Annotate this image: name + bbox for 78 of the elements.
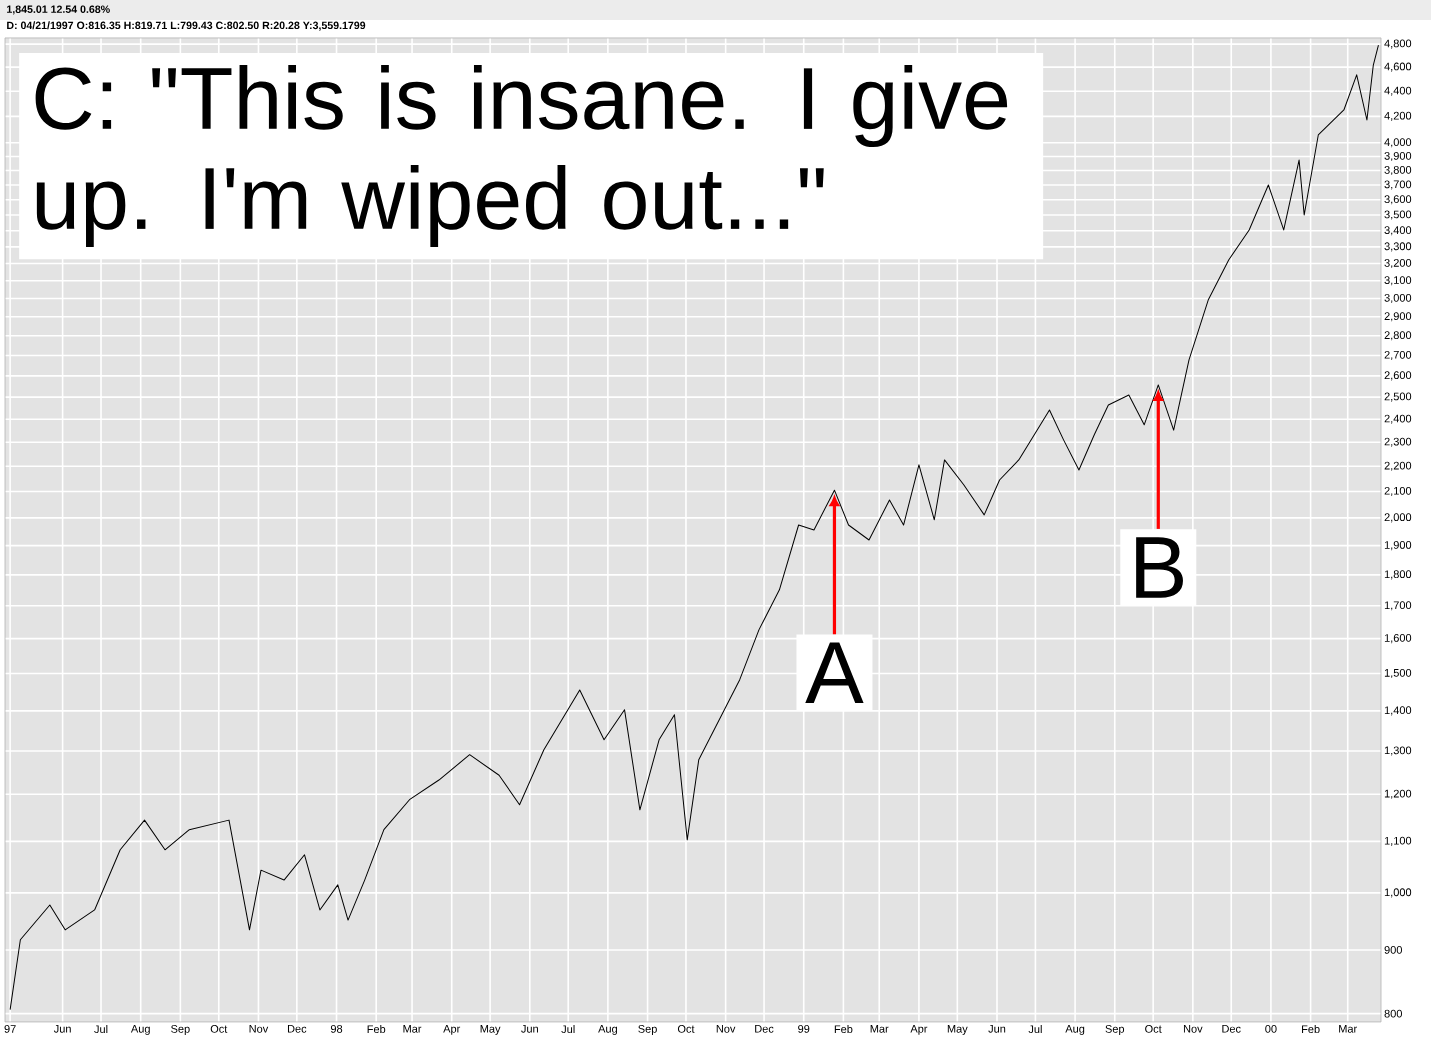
y-tick-label: 3,200 <box>1384 259 1412 269</box>
x-tick-label: 97 <box>4 1025 16 1033</box>
x-tick-label: Dec <box>1222 1025 1241 1033</box>
x-tick-label: Aug <box>130 1025 150 1035</box>
y-tick-label: 3,900 <box>1384 151 1412 162</box>
y-tick-label: 1,100 <box>1384 836 1412 846</box>
x-tick-label: Nov <box>249 1025 269 1033</box>
y-tick-label: 2,600 <box>1384 371 1412 381</box>
annotation: C: "This is insane. I give up. I'm wiped out..." <box>35 65 1008 248</box>
y-tick-label: 800 <box>1384 1009 1402 1018</box>
y-tick-label: 900 <box>1384 946 1402 954</box>
y-tick-label: 1,700 <box>1384 601 1412 611</box>
y-tick-label: 4,400 <box>1384 86 1412 96</box>
y-tick-label: 2,200 <box>1384 461 1412 471</box>
y-tick-label: 2,900 <box>1384 312 1412 322</box>
x-tick-label: Jun <box>53 1025 71 1033</box>
y-tick-label: 3,700 <box>1384 180 1412 190</box>
y-tick-label: 1,900 <box>1384 541 1412 551</box>
y-tick-label: 2,400 <box>1384 414 1412 424</box>
y-tick-label: 2,700 <box>1384 350 1412 361</box>
x-tick-label: Oct <box>1145 1025 1162 1033</box>
x-tick-label: May <box>947 1025 968 1035</box>
line-series <box>9 44 1379 1011</box>
x-tick-label: Feb <box>367 1025 386 1034</box>
y-tick-label: 4,800 <box>1384 39 1412 49</box>
x-tick-label: Jul <box>561 1025 575 1034</box>
y-tick-label: 2,100 <box>1384 486 1412 496</box>
text: 1,845.01 12.54 0.68% <box>7 5 110 15</box>
y-tick-label: 2,500 <box>1384 392 1412 402</box>
annotation: A <box>805 642 864 704</box>
y-tick-label: 3,500 <box>1384 210 1412 220</box>
x-tick-label: Dec <box>287 1025 307 1033</box>
x-tick-label: Sep <box>638 1025 657 1035</box>
y-tick-label: 1,600 <box>1384 634 1412 644</box>
x-tick-label: Feb <box>834 1025 853 1034</box>
x-tick-label: Nov <box>1183 1025 1203 1033</box>
y-tick-label: 1,400 <box>1384 706 1412 716</box>
x-tick-label: Apr <box>443 1025 461 1035</box>
y-tick-label: 2,300 <box>1384 437 1412 447</box>
x-tick-label: Jun <box>988 1025 1006 1033</box>
y-tick-label: 1,000 <box>1384 888 1412 898</box>
x-tick-label: Apr <box>910 1025 928 1035</box>
y-tick-label: 1,200 <box>1384 789 1412 799</box>
y-tick-label: 3,100 <box>1384 276 1412 286</box>
x-tick-label: Jul <box>1028 1025 1042 1034</box>
x-tick-label: Jul <box>94 1025 108 1034</box>
y-tick-label: 3,600 <box>1384 195 1412 205</box>
x-tick-label: Aug <box>598 1025 617 1035</box>
x-tick-label: Aug <box>1065 1025 1085 1035</box>
y-tick-label: 4,200 <box>1384 111 1412 121</box>
x-tick-label: May <box>480 1025 501 1035</box>
y-tick-label: 1,300 <box>1384 746 1412 756</box>
y-tick-label: 3,400 <box>1384 226 1412 236</box>
y-tick-label: 3,800 <box>1384 166 1412 176</box>
x-tick-label: 00 <box>1265 1025 1277 1033</box>
x-tick-label: Oct <box>677 1025 695 1033</box>
x-tick-label: Mar <box>870 1025 889 1033</box>
y-tick-label: 3,000 <box>1384 293 1412 303</box>
annotation: B <box>1136 537 1183 598</box>
x-tick-label: Sep <box>171 1025 190 1035</box>
x-tick-label: Dec <box>755 1025 774 1033</box>
y-tick-label: 1,800 <box>1384 570 1412 580</box>
y-tick-label: 4,000 <box>1384 138 1412 148</box>
x-tick-label: Sep <box>1105 1025 1125 1035</box>
y-tick-label: 4,600 <box>1384 62 1412 72</box>
text: D: 04/21/1997 O:816.35 H:819.71 L:799.43 C:802.50 R:20.28 Y:3,559.1799 <box>7 21 366 31</box>
y-tick-label: 2,800 <box>1384 331 1412 341</box>
y-tick-label: 1,500 <box>1384 668 1412 679</box>
x-tick-label: 99 <box>798 1025 810 1033</box>
x-tick-label: Jun <box>521 1025 538 1033</box>
x-tick-label: Feb <box>1302 1025 1320 1034</box>
y-tick-label: 3,300 <box>1384 242 1412 252</box>
x-tick-label: Mar <box>1339 1025 1358 1033</box>
y-tick-label: 2,000 <box>1384 513 1412 523</box>
x-tick-label: Nov <box>716 1025 736 1033</box>
x-tick-label: Oct <box>210 1025 228 1033</box>
x-tick-label: Mar <box>403 1025 422 1033</box>
x-tick-label: 98 <box>330 1025 343 1033</box>
